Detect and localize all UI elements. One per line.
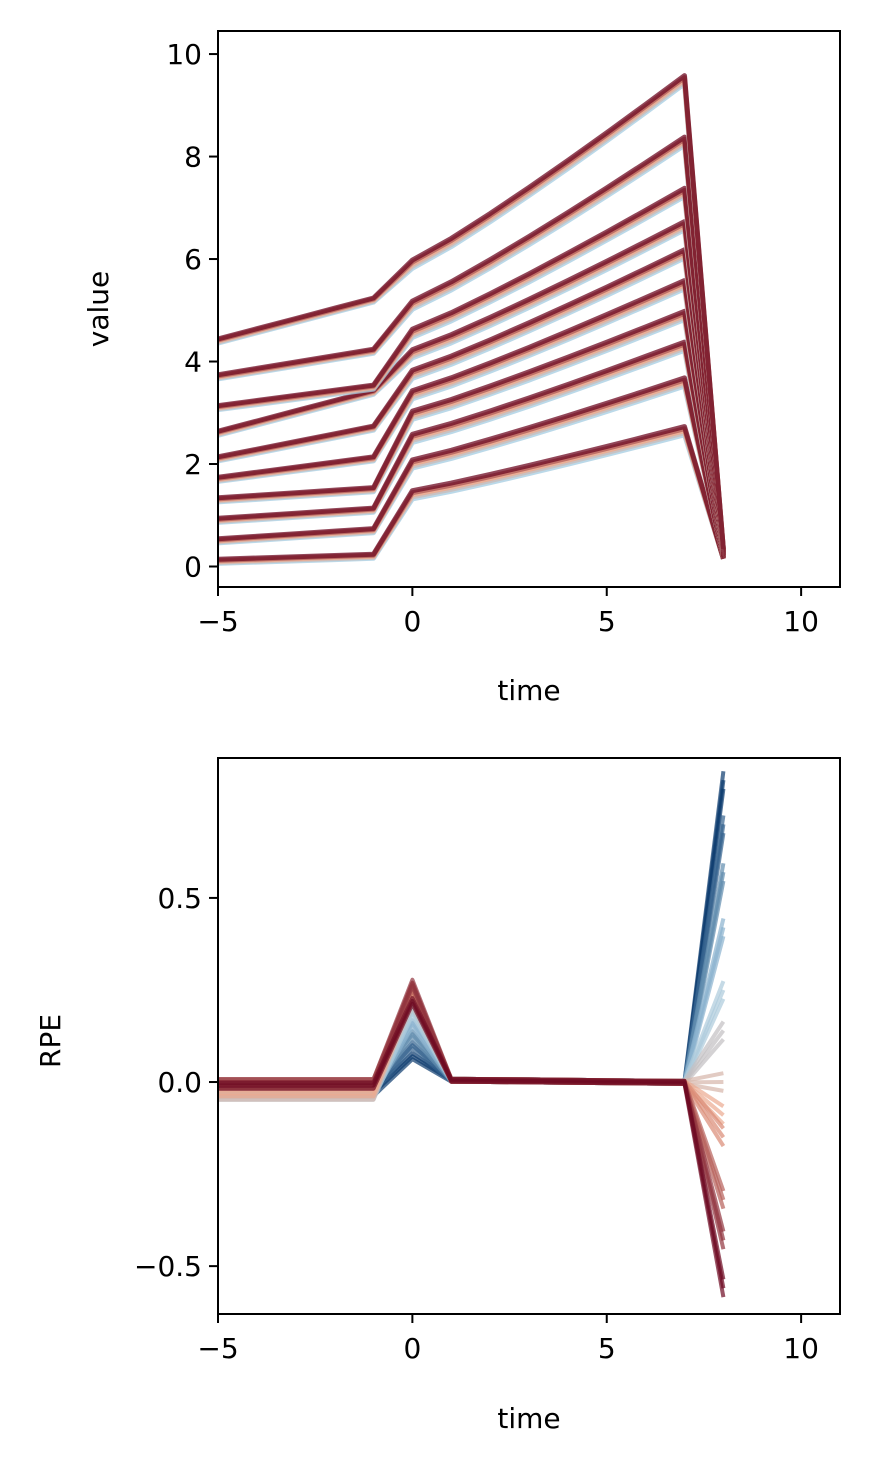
- value-y-ticks: 0 2 4 6 8 10: [166, 38, 218, 584]
- rpe-series-line: [218, 983, 726, 1250]
- value-series-line: [218, 375, 726, 559]
- y-tick-label: 4: [184, 346, 202, 379]
- value-series-line: [218, 308, 726, 557]
- value-series-line: [218, 424, 726, 562]
- rpe-series-line: [218, 871, 726, 1088]
- y-tick-label: 0.0: [157, 1066, 202, 1099]
- value-series-line: [218, 185, 726, 552]
- rpe-series-line: [218, 977, 726, 1233]
- rpe-series-line: [218, 815, 726, 1089]
- value-series-line: [218, 219, 726, 553]
- rpe-series-line: [218, 994, 725, 1126]
- rpe-series-line: [218, 1002, 726, 1092]
- rpe-series-line: [218, 985, 725, 1130]
- rpe-x-axis-label: time: [497, 1402, 560, 1435]
- y-tick-label: 6: [184, 243, 202, 276]
- value-series-line: [218, 339, 726, 558]
- y-tick-label: 8: [184, 141, 202, 174]
- rpe-panel: −5 0 5 10 −0.5 0.0 0.5 time RPE: [34, 757, 841, 1435]
- rpe-series-line: [218, 980, 726, 1096]
- x-tick-label: 0: [403, 605, 421, 638]
- value-y-axis-label: value: [82, 271, 115, 347]
- y-tick-label: 2: [184, 448, 202, 481]
- value-series-line: [218, 73, 726, 550]
- y-tick-label: 0.5: [157, 882, 202, 915]
- rpe-series-line: [218, 880, 726, 1091]
- y-tick-label: 10: [166, 38, 202, 71]
- rpe-series-line: [218, 935, 726, 1098]
- rpe-series-line: [218, 999, 726, 1289]
- value-series-line: [218, 247, 726, 555]
- rpe-x-ticks: −5 0 5 10: [197, 1314, 819, 1365]
- rpe-series-line: [218, 990, 726, 1148]
- value-series-line: [218, 134, 726, 551]
- rpe-series-line: [218, 862, 726, 1085]
- value-plot-frame: [217, 30, 841, 588]
- value-x-ticks: −5 0 5 10: [197, 587, 819, 638]
- x-tick-label: −5: [197, 1332, 238, 1365]
- value-panel: −5 0 5 10 0 2 4 6 8 10 time value: [82, 30, 841, 707]
- rpe-plot-frame: [217, 757, 841, 1315]
- rpe-series-line: [218, 999, 726, 1089]
- rpe-y-axis-label: RPE: [34, 1014, 67, 1068]
- rpe-series-line: [218, 980, 726, 1241]
- rpe-series-line: [218, 779, 726, 1096]
- rpe-series-line: [218, 824, 726, 1092]
- value-series-line: [218, 278, 726, 556]
- rpe-series-line: [218, 988, 726, 1139]
- x-tick-label: 10: [783, 1332, 819, 1365]
- rpe-series-line: [218, 771, 726, 1093]
- rpe-series-line: [218, 926, 726, 1096]
- rpe-series-line: [218, 832, 726, 1095]
- value-x-axis-label: time: [497, 674, 560, 707]
- rpe-y-ticks: −0.5 0.0 0.5: [134, 882, 218, 1283]
- x-tick-label: 5: [598, 1332, 616, 1365]
- rpe-series-line: [218, 996, 726, 1280]
- x-tick-label: −5: [197, 605, 238, 638]
- x-tick-label: 5: [598, 605, 616, 638]
- rpe-series-line: [218, 788, 726, 1098]
- x-tick-label: 0: [403, 1332, 421, 1365]
- rpe-series-group: [218, 771, 726, 1298]
- rpe-series-line: [218, 1002, 726, 1298]
- x-tick-label: 10: [783, 605, 819, 638]
- y-tick-label: 0: [184, 551, 202, 584]
- rpe-series-line: [218, 918, 726, 1093]
- value-series-group: [218, 73, 726, 566]
- y-tick-label: −0.5: [134, 1250, 202, 1283]
